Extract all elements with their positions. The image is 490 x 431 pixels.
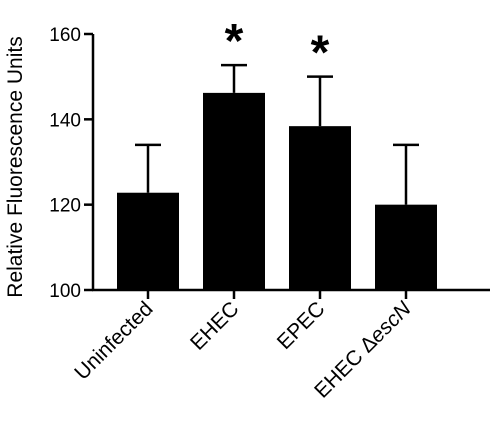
x-tick-label-text-0: Uninfected xyxy=(70,297,157,384)
significance-marker-2: * xyxy=(311,27,330,80)
x-tick-label-2: EPEC xyxy=(273,297,330,354)
y-tick-label-2: 140 xyxy=(49,110,81,131)
bar-3 xyxy=(375,204,437,290)
bar-0 xyxy=(117,192,179,290)
x-tick-label-text-3: EHEC Δ xyxy=(310,331,382,403)
x-axis xyxy=(92,288,490,299)
significance-marker-1: * xyxy=(225,15,244,68)
x-tick-label-text-1: EHEC xyxy=(186,297,244,355)
y-tick-label-0: 100 xyxy=(49,281,81,302)
y-tick-label-3: 160 xyxy=(49,25,81,46)
x-tick-label-text-2: EPEC xyxy=(273,297,330,354)
x-tick-label-italic-3: escN xyxy=(365,297,416,348)
x-tick-label-1: EHEC xyxy=(186,297,244,355)
bar-2 xyxy=(289,126,351,290)
y-axis-title: Relative Fluorescence Units xyxy=(4,36,27,297)
x-tick-label-0: Uninfected xyxy=(70,297,157,384)
bar-1 xyxy=(203,92,265,290)
y-tick-label-1: 120 xyxy=(49,196,81,217)
y-axis: 100 120 140 160 xyxy=(49,25,95,302)
